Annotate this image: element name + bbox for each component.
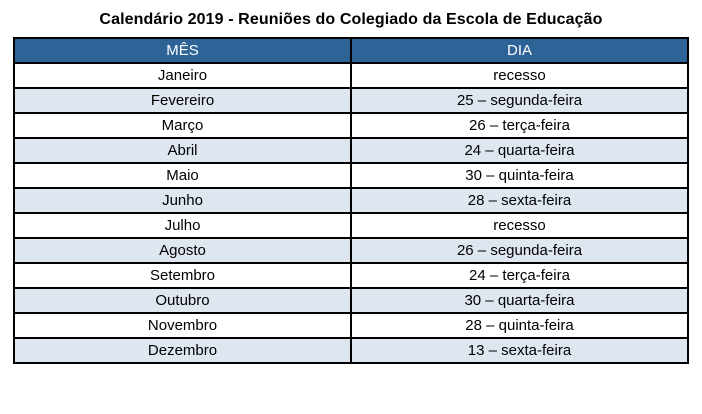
table-row: Abril 24 – quarta-feira: [13, 137, 689, 164]
table-row: Março 26 – terça-feira: [13, 112, 689, 139]
month-cell: Julho: [13, 212, 352, 239]
day-cell: recesso: [350, 212, 689, 239]
month-cell: Janeiro: [13, 62, 352, 89]
column-header-day: DIA: [350, 37, 689, 64]
month-cell: Setembro: [13, 262, 352, 289]
day-cell: 24 – terça-feira: [350, 262, 689, 289]
meetings-calendar-table: MÊS DIA Janeiro recesso Fevereiro 25 – s…: [13, 37, 689, 364]
table-row: Novembro 28 – quinta-feira: [13, 312, 689, 339]
table-row: Setembro 24 – terça-feira: [13, 262, 689, 289]
month-cell: Abril: [13, 137, 352, 164]
header-row: MÊS DIA: [13, 37, 689, 64]
table-row: Fevereiro 25 – segunda-feira: [13, 87, 689, 114]
day-cell: 26 – segunda-feira: [350, 237, 689, 264]
day-cell: 26 – terça-feira: [350, 112, 689, 139]
day-cell: 28 – quinta-feira: [350, 312, 689, 339]
column-header-month: MÊS: [13, 37, 352, 64]
month-cell: Junho: [13, 187, 352, 214]
table-row: Agosto 26 – segunda-feira: [13, 237, 689, 264]
month-cell: Dezembro: [13, 337, 352, 364]
page-title: Calendário 2019 - Reuniões do Colegiado …: [99, 11, 603, 28]
month-cell: Agosto: [13, 237, 352, 264]
table-body: Janeiro recesso Fevereiro 25 – segunda-f…: [13, 62, 689, 364]
table-row: Maio 30 – quinta-feira: [13, 162, 689, 189]
day-cell: 30 – quarta-feira: [350, 287, 689, 314]
month-cell: Outubro: [13, 287, 352, 314]
day-cell: 24 – quarta-feira: [350, 137, 689, 164]
table-row: Janeiro recesso: [13, 62, 689, 89]
day-cell: 25 – segunda-feira: [350, 87, 689, 114]
month-cell: Fevereiro: [13, 87, 352, 114]
table-row: Junho 28 – sexta-feira: [13, 187, 689, 214]
month-cell: Março: [13, 112, 352, 139]
table-row: Outubro 30 – quarta-feira: [13, 287, 689, 314]
table-header: MÊS DIA: [13, 37, 689, 64]
day-cell: 13 – sexta-feira: [350, 337, 689, 364]
month-cell: Maio: [13, 162, 352, 189]
day-cell: 28 – sexta-feira: [350, 187, 689, 214]
table-row: Julho recesso: [13, 212, 689, 239]
table-row: Dezembro 13 – sexta-feira: [13, 337, 689, 364]
month-cell: Novembro: [13, 312, 352, 339]
day-cell: recesso: [350, 62, 689, 89]
day-cell: 30 – quinta-feira: [350, 162, 689, 189]
